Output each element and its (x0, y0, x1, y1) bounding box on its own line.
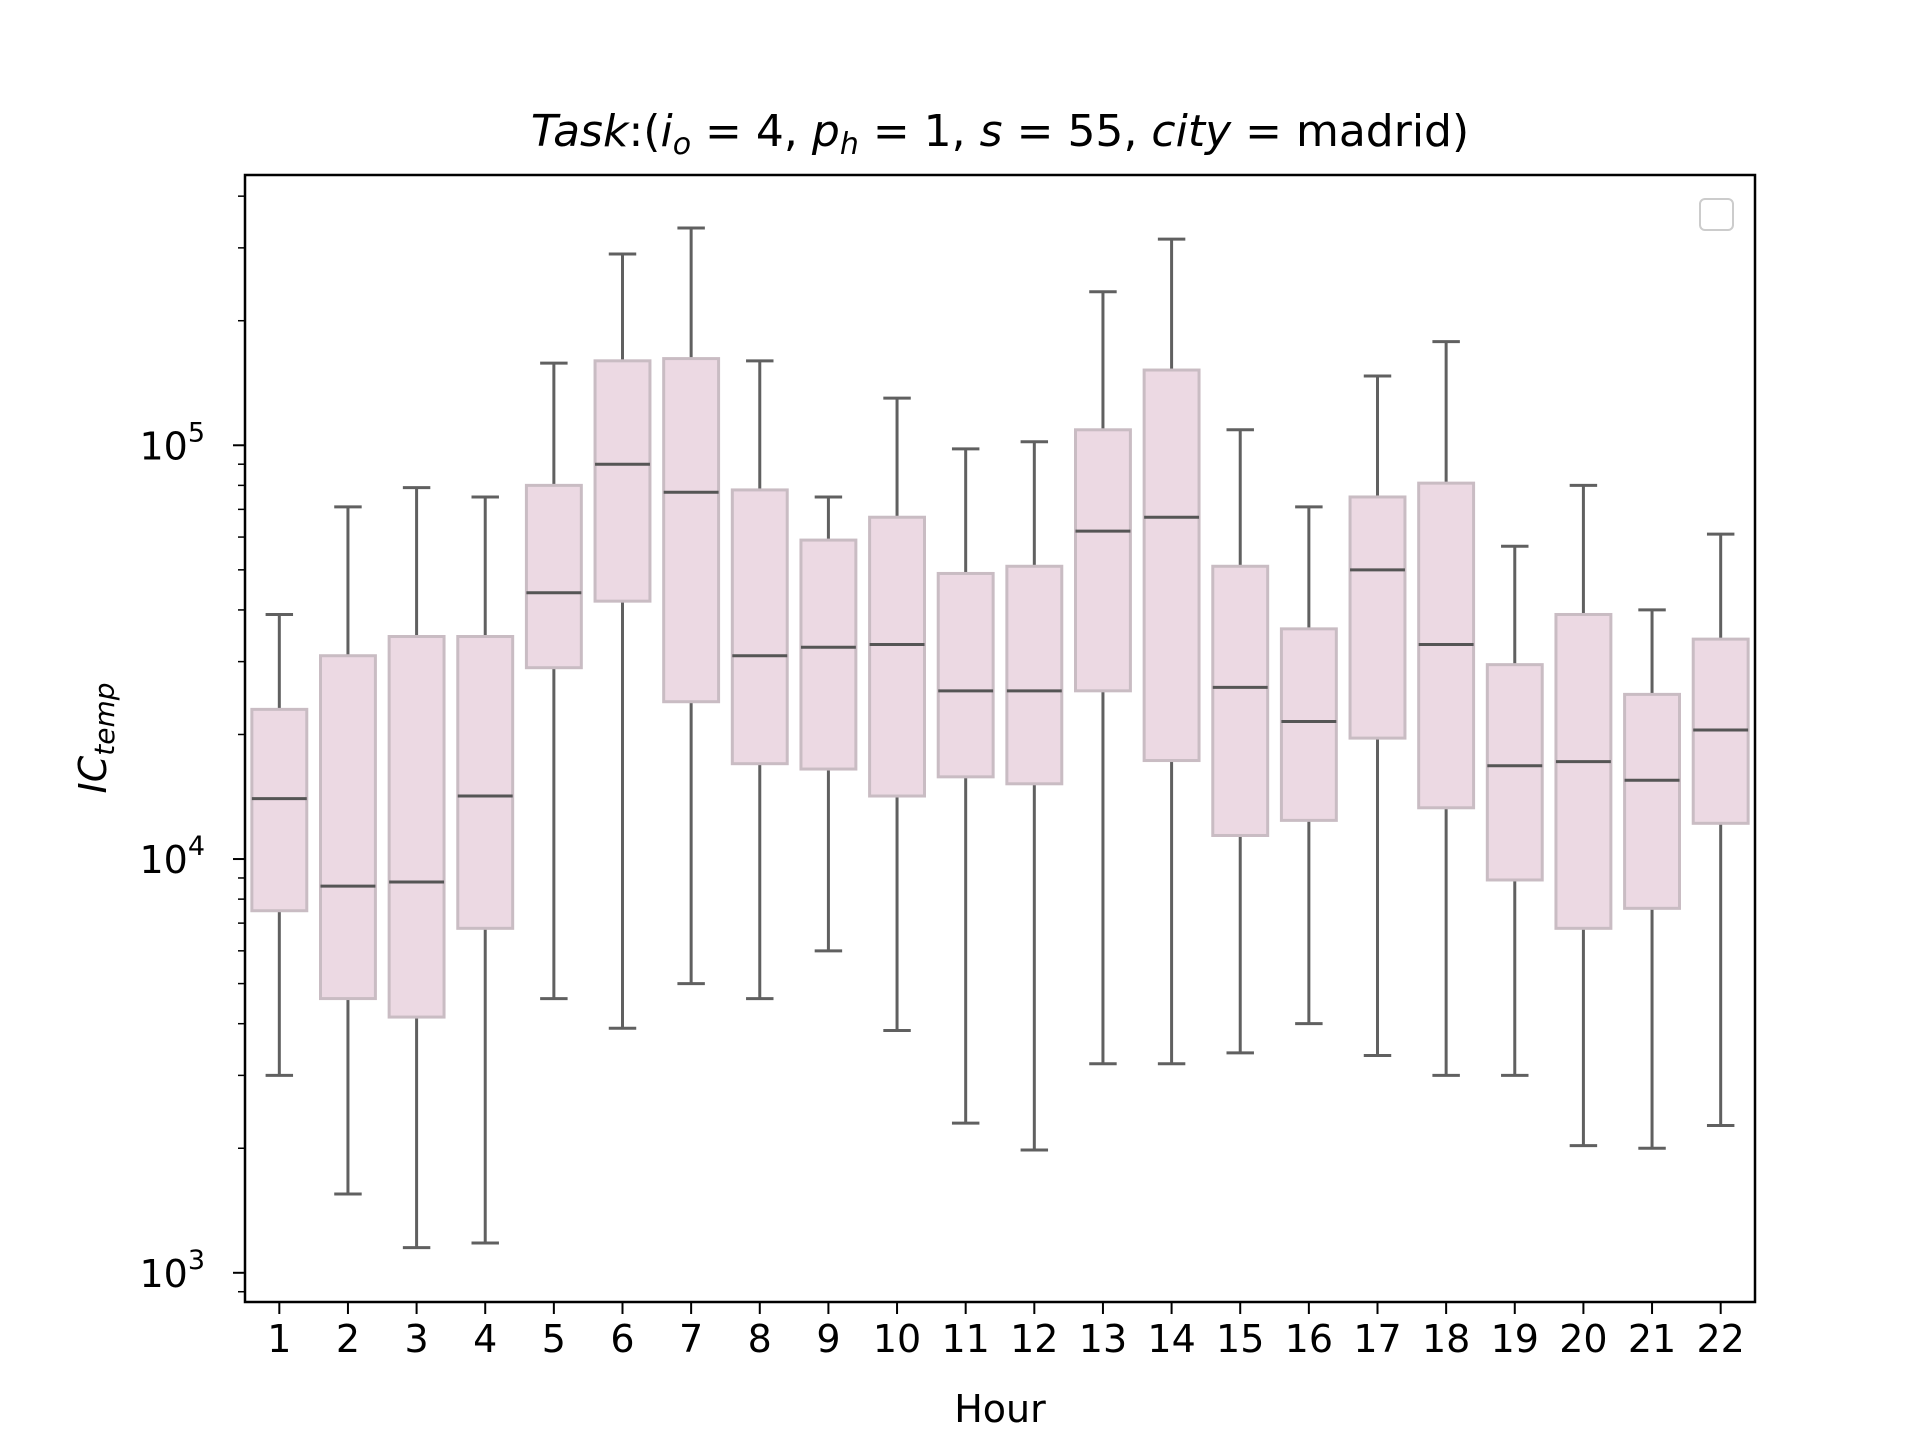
box-hour-17 (1348, 374, 1407, 1058)
box-hour-16 (1279, 505, 1338, 1026)
box-hour-21 (1623, 608, 1682, 1150)
x-tick-label: 17 (1353, 1317, 1401, 1361)
iqr-box (1074, 428, 1132, 693)
x-tick-label: 1 (267, 1317, 291, 1361)
iqr-box (524, 483, 583, 670)
x-tick-label: 19 (1491, 1317, 1539, 1361)
box-hour-20 (1554, 483, 1613, 1148)
iqr-box (936, 571, 995, 779)
iqr-box (1348, 495, 1407, 740)
x-tick-label: 10 (873, 1317, 921, 1361)
iqr-box (1211, 564, 1270, 837)
iqr-box (1279, 627, 1338, 822)
y-tick-label: 104 (139, 831, 205, 882)
iqr-box (1005, 564, 1064, 786)
x-tick-label: 2 (336, 1317, 360, 1361)
y-tick-label: 103 (139, 1245, 205, 1296)
x-tick-label: 20 (1559, 1317, 1607, 1361)
legend-box (1699, 198, 1734, 231)
x-tick-label: 4 (473, 1317, 497, 1361)
x-tick-label: 5 (542, 1317, 566, 1361)
box-hour-15 (1211, 428, 1270, 1055)
x-axis-label: Hour (954, 1387, 1046, 1431)
box-hour-5 (524, 361, 583, 1001)
x-tick-label: 7 (679, 1317, 703, 1361)
iqr-box (1485, 663, 1544, 882)
x-tick-label: 14 (1147, 1317, 1195, 1361)
iqr-box (319, 654, 377, 1001)
box-hour-19 (1485, 544, 1544, 1077)
box-hour-10 (868, 396, 926, 1033)
iqr-box (593, 359, 652, 603)
box-hour-6 (593, 252, 652, 1030)
x-tick-label: 6 (610, 1317, 634, 1361)
box-hour-2 (319, 505, 377, 1196)
y-axis-label: ICtemp (71, 682, 121, 793)
x-tick-label: 11 (942, 1317, 990, 1361)
x-tick-label: 13 (1079, 1317, 1127, 1361)
box-hour-12 (1005, 440, 1064, 1152)
iqr-box (662, 357, 721, 704)
box-hour-9 (799, 495, 858, 953)
chart-title: Task:(io = 4, ph = 1, s = 55, city = mad… (531, 106, 1469, 162)
axes-frame (243, 173, 1757, 1304)
box-hour-13 (1074, 290, 1132, 1066)
x-tick-label: 8 (748, 1317, 772, 1361)
box-hour-1 (250, 612, 309, 1077)
iqr-box (387, 635, 446, 1019)
plot-area (250, 226, 1750, 1250)
box-hour-14 (1142, 237, 1201, 1066)
iqr-box (1554, 612, 1613, 930)
iqr-box (799, 538, 858, 771)
x-tick-label: 16 (1285, 1317, 1333, 1361)
iqr-box (456, 635, 515, 930)
x-tick-label: 18 (1422, 1317, 1470, 1361)
iqr-box (1142, 368, 1201, 763)
x-tick-label: 15 (1216, 1317, 1264, 1361)
x-tick-label: 21 (1628, 1317, 1676, 1361)
y-tick-label: 105 (139, 417, 205, 468)
box-hour-18 (1417, 340, 1476, 1077)
box-hour-7 (662, 226, 721, 986)
iqr-box (1623, 692, 1682, 910)
x-tick-label: 3 (404, 1317, 428, 1361)
x-tick-label: 12 (1010, 1317, 1058, 1361)
iqr-box (250, 707, 309, 913)
x-tick-label: 9 (816, 1317, 840, 1361)
box-hour-22 (1691, 532, 1750, 1127)
box-hour-3 (387, 486, 446, 1250)
x-tick-label: 22 (1697, 1317, 1745, 1361)
box-hour-11 (936, 447, 995, 1125)
iqr-box (868, 515, 926, 798)
iqr-box (730, 488, 789, 766)
box-hour-8 (730, 359, 789, 1001)
box-hour-4 (456, 495, 515, 1245)
